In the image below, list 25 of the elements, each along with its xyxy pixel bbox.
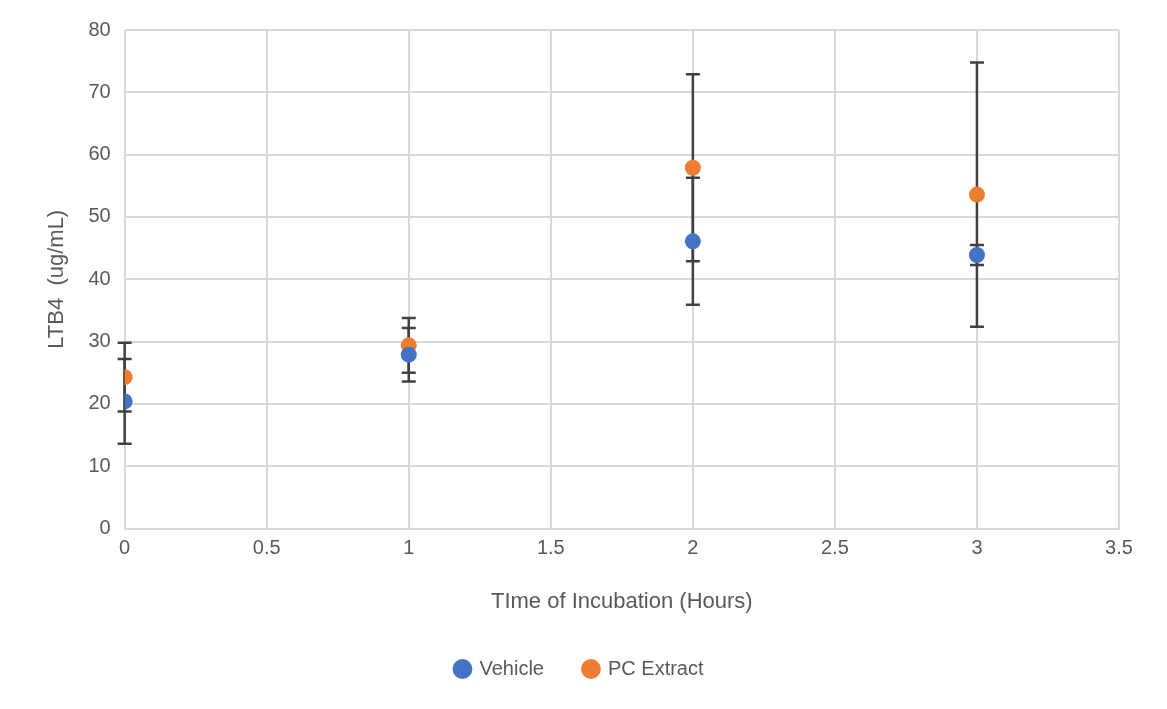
y-tick-label: 80 [88,17,111,40]
point [684,233,701,250]
y-tick-label: 10 [88,453,111,476]
legend-label: Vehicle [479,656,544,679]
x-tick-label: 2 [687,536,699,559]
y-tick-label: 20 [88,391,111,414]
y-tick-label: 50 [88,204,111,227]
x-tick-label: 3 [971,536,983,559]
y-tick-label: 40 [88,266,111,289]
point [400,346,417,363]
y-tick-label: 70 [88,79,111,102]
x-tick-label: 3.5 [1105,536,1133,559]
x-tick-label: 0.5 [252,536,281,559]
y-tick-label: 0 [99,516,111,539]
y-axis-title: LTB4 (ug/mL) [43,209,69,349]
point [684,159,701,176]
legend-label: PC Extract [607,656,704,679]
x-tick-label: 1 [403,536,415,559]
x-tick-label: 1.5 [536,536,565,559]
x-tick-label: 0 [119,536,131,559]
x-axis-title: TIme of Incubation (Hours) [490,587,753,613]
point [968,186,985,203]
x-tick-label: 2.5 [820,536,849,559]
y-tick-label: 60 [88,142,111,165]
y-tick-label: 30 [88,329,111,352]
